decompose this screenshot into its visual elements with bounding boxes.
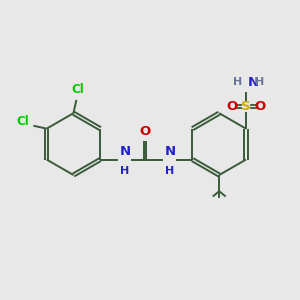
Text: Cl: Cl — [16, 116, 29, 128]
Text: O: O — [226, 100, 238, 113]
Text: O: O — [139, 125, 151, 138]
Text: Cl: Cl — [71, 82, 84, 95]
Text: N: N — [248, 76, 259, 89]
Text: H: H — [256, 77, 265, 87]
Text: S: S — [241, 100, 251, 113]
Text: N: N — [120, 145, 131, 158]
Text: H: H — [120, 166, 129, 176]
Text: H: H — [233, 77, 242, 87]
Text: O: O — [254, 100, 266, 113]
Text: N: N — [165, 145, 176, 158]
Text: H: H — [165, 166, 174, 176]
